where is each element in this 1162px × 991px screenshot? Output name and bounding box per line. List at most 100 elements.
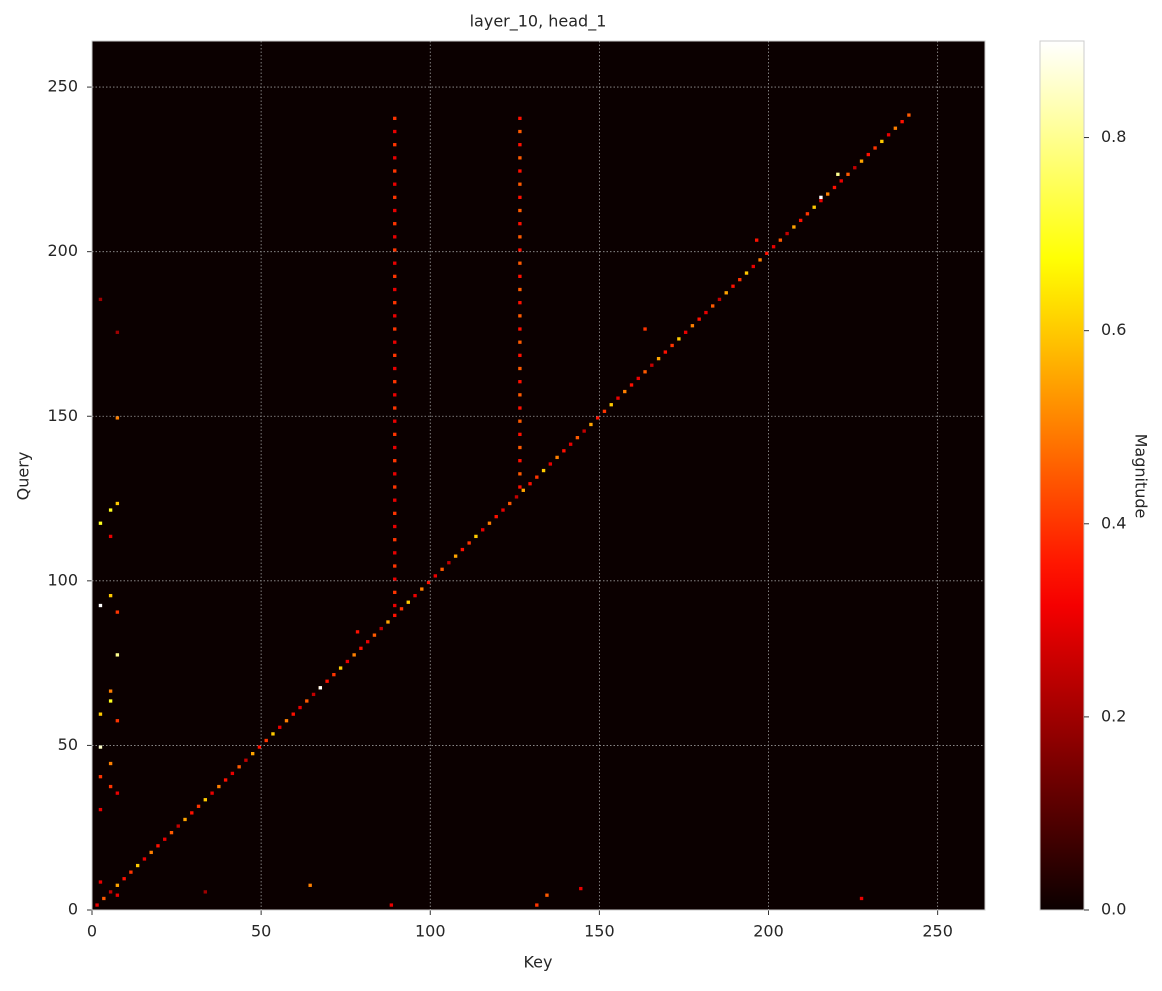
heatmap-cell	[440, 567, 444, 571]
heatmap-cell	[839, 179, 843, 183]
heatmap-cell	[115, 893, 120, 897]
heatmap-cell	[393, 511, 397, 515]
heatmap-cell	[568, 442, 573, 446]
heatmap-cell	[836, 172, 840, 176]
heatmap-cell	[393, 129, 397, 134]
heatmap-cell	[518, 116, 522, 120]
heatmap-cell	[518, 459, 522, 463]
heatmap-cell	[230, 771, 235, 776]
heatmap-cell	[393, 301, 397, 305]
heatmap-cell	[535, 475, 539, 479]
heatmap-cell	[494, 515, 498, 519]
heatmap-cell	[589, 422, 593, 427]
heatmap-cell	[98, 775, 103, 779]
heatmap-cell	[115, 653, 120, 657]
y-tick-label: 50	[58, 735, 78, 754]
heatmap-cell	[257, 745, 262, 749]
heatmap-cell	[697, 317, 701, 321]
heatmap-cell	[308, 883, 312, 887]
heatmap-cell	[393, 235, 397, 239]
heatmap-cell	[579, 886, 583, 891]
heatmap-cell	[305, 699, 309, 703]
heatmap-cell	[792, 225, 796, 229]
heatmap-cell	[393, 261, 397, 265]
heatmap-cell	[98, 807, 103, 812]
heatmap-cell	[518, 366, 522, 371]
y-tick-label: 100	[47, 570, 78, 589]
heatmap-cell	[518, 156, 522, 160]
heatmap-cell	[108, 699, 113, 703]
heatmap-cell	[846, 172, 850, 176]
heatmap-cell	[108, 784, 113, 789]
heatmap-cell	[393, 314, 397, 318]
chart-title: layer_10, head_1	[470, 12, 607, 32]
heatmap-cell	[893, 126, 898, 130]
y-tick-label: 0	[68, 900, 78, 919]
heatmap-cell	[518, 208, 522, 213]
heatmap-cell	[115, 610, 120, 614]
heatmap-cell	[122, 877, 126, 881]
heatmap-cell	[393, 590, 397, 594]
heatmap-cell	[129, 870, 133, 874]
heatmap-cell	[900, 120, 904, 124]
x-tick-label: 50	[251, 922, 271, 941]
heatmap-cell	[467, 541, 471, 545]
heatmap-cell	[98, 712, 103, 716]
heatmap-cell	[487, 521, 492, 525]
heatmap-cell	[650, 363, 654, 367]
heatmap-cell	[528, 482, 532, 486]
y-tick-label: 150	[47, 406, 78, 425]
heatmap-cell	[393, 208, 397, 213]
heatmap-cell	[393, 380, 397, 384]
heatmap-cell	[575, 436, 580, 440]
heatmap-cell	[562, 449, 566, 453]
heatmap-cell	[393, 353, 397, 357]
x-tick-label: 0	[87, 922, 97, 941]
heatmap-cell	[731, 284, 735, 288]
heatmap-cell	[518, 287, 522, 292]
heatmap-cell	[115, 330, 120, 334]
heatmap-cell	[338, 666, 343, 670]
heatmap-cell	[738, 278, 742, 282]
heatmap-cell	[115, 416, 120, 420]
heatmap-cell	[98, 603, 103, 608]
heatmap-cell	[832, 185, 837, 190]
heatmap-cell	[798, 218, 803, 223]
heatmap-cell	[393, 116, 397, 120]
x-axis-label: Key	[523, 953, 552, 972]
heatmap-cell	[518, 485, 522, 489]
heatmap-cell	[98, 521, 103, 525]
heatmap-cell	[399, 607, 404, 611]
heatmap-cell	[291, 712, 295, 716]
heatmap-cell	[190, 811, 194, 815]
heatmap-cell	[352, 653, 356, 657]
x-tick-label: 150	[584, 922, 615, 941]
heatmap-cell	[298, 705, 302, 710]
heatmap-cell	[518, 340, 522, 344]
heatmap-cell	[518, 380, 522, 384]
heatmap-cell	[758, 258, 762, 262]
heatmap-cell	[453, 554, 458, 558]
heatmap-cell	[778, 238, 783, 242]
x-tick-label: 200	[753, 922, 784, 941]
heatmap-cell	[108, 594, 113, 598]
heatmap-cell	[643, 327, 647, 331]
heatmap-cell	[393, 432, 397, 436]
heatmap-cell	[163, 837, 167, 841]
heatmap-cell	[711, 304, 715, 308]
heatmap-cell	[853, 166, 857, 170]
heatmap-cell	[271, 732, 275, 736]
heatmap-cell	[629, 383, 634, 387]
heatmap-cell	[393, 222, 397, 226]
heatmap-cell	[95, 903, 99, 907]
heatmap-cell	[602, 409, 607, 413]
heatmap-cell	[677, 337, 681, 341]
heatmap-cell	[393, 445, 397, 450]
heatmap-cell	[545, 893, 549, 897]
heatmap-cell	[663, 350, 668, 354]
colorbar	[1039, 40, 1085, 911]
heatmap-cell	[196, 804, 201, 808]
heatmap-cell	[596, 416, 600, 420]
heatmap-cell	[555, 455, 559, 460]
